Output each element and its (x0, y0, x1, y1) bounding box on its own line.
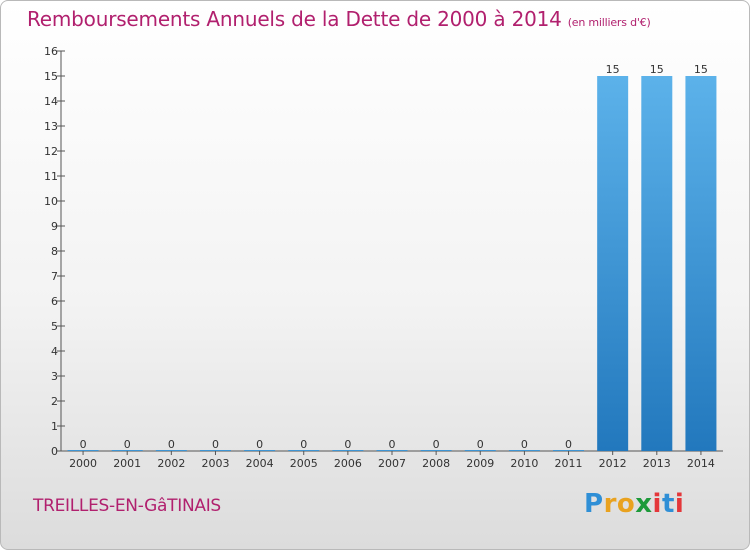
y-tick-label: 6 (51, 295, 58, 308)
bar-2013 (641, 76, 673, 451)
chart-title-text: Remboursements Annuels de la Dette de 20… (27, 7, 562, 31)
bar-2014 (685, 76, 717, 451)
y-tick-label: 11 (44, 170, 58, 183)
bar-2007 (376, 450, 408, 451)
x-tick-label-2013: 2013 (643, 457, 671, 470)
data-label-2009: 0 (477, 438, 484, 451)
data-label-2003: 0 (212, 438, 219, 451)
x-tick-label-2001: 2001 (113, 457, 141, 470)
x-tick-label-2008: 2008 (422, 457, 450, 470)
y-tick-label: 16 (44, 45, 58, 58)
x-tick-label-2004: 2004 (246, 457, 274, 470)
data-label-2008: 0 (433, 438, 440, 451)
data-label-2000: 0 (80, 438, 87, 451)
data-label-2005: 0 (300, 438, 307, 451)
y-tick-label: 1 (51, 420, 58, 433)
bar-2010 (508, 450, 540, 451)
bar-2004 (244, 450, 276, 451)
x-tick-label-2002: 2002 (157, 457, 185, 470)
bar-2001 (111, 450, 143, 451)
bar-2011 (553, 450, 585, 451)
data-label-2012: 15 (606, 63, 620, 76)
proxiti-logo[interactable]: Proxiti (584, 489, 685, 519)
y-tick-label: 9 (51, 220, 58, 233)
data-label-2006: 0 (344, 438, 351, 451)
data-label-2011: 0 (565, 438, 572, 451)
chart-title: Remboursements Annuels de la Dette de 20… (27, 7, 651, 31)
y-tick-label: 4 (51, 345, 58, 358)
x-tick-label-2010: 2010 (510, 457, 538, 470)
y-tick-label: 7 (51, 270, 58, 283)
y-tick-label: 10 (44, 195, 58, 208)
data-label-2001: 0 (124, 438, 131, 451)
bar-2002 (155, 450, 187, 451)
bar-2005 (288, 450, 320, 451)
y-tick-label: 12 (44, 145, 58, 158)
data-label-2013: 15 (650, 63, 664, 76)
x-tick-label-2006: 2006 (334, 457, 362, 470)
bar-2003 (199, 450, 231, 451)
x-tick-label-2000: 2000 (69, 457, 97, 470)
y-tick-label: 2 (51, 395, 58, 408)
bar-2008 (420, 450, 452, 451)
x-tick-label-2007: 2007 (378, 457, 406, 470)
x-tick-label-2005: 2005 (290, 457, 318, 470)
y-tick-label: 5 (51, 320, 58, 333)
commune-name: TREILLES-EN-GâTINAIS (33, 496, 221, 516)
data-label-2014: 15 (694, 63, 708, 76)
chart-unit-note: (en milliers d'€) (567, 16, 651, 29)
y-tick-label: 0 (51, 445, 58, 458)
x-tick-label-2009: 2009 (466, 457, 494, 470)
y-tick-label: 14 (44, 95, 58, 108)
y-tick-label: 8 (51, 245, 58, 258)
bar-2012 (597, 76, 629, 451)
x-tick-label-2012: 2012 (599, 457, 627, 470)
data-label-2007: 0 (389, 438, 396, 451)
x-tick-label-2003: 2003 (201, 457, 229, 470)
y-tick-label: 3 (51, 370, 58, 383)
bar-2000 (67, 450, 99, 451)
y-tick-label: 15 (44, 70, 58, 83)
data-label-2010: 0 (521, 438, 528, 451)
y-tick-label: 13 (44, 120, 58, 133)
x-tick-label-2011: 2011 (555, 457, 583, 470)
bar-2009 (464, 450, 496, 451)
x-tick-label-2014: 2014 (687, 457, 715, 470)
data-label-2002: 0 (168, 438, 175, 451)
data-label-2004: 0 (256, 438, 263, 451)
bar-2006 (332, 450, 364, 451)
